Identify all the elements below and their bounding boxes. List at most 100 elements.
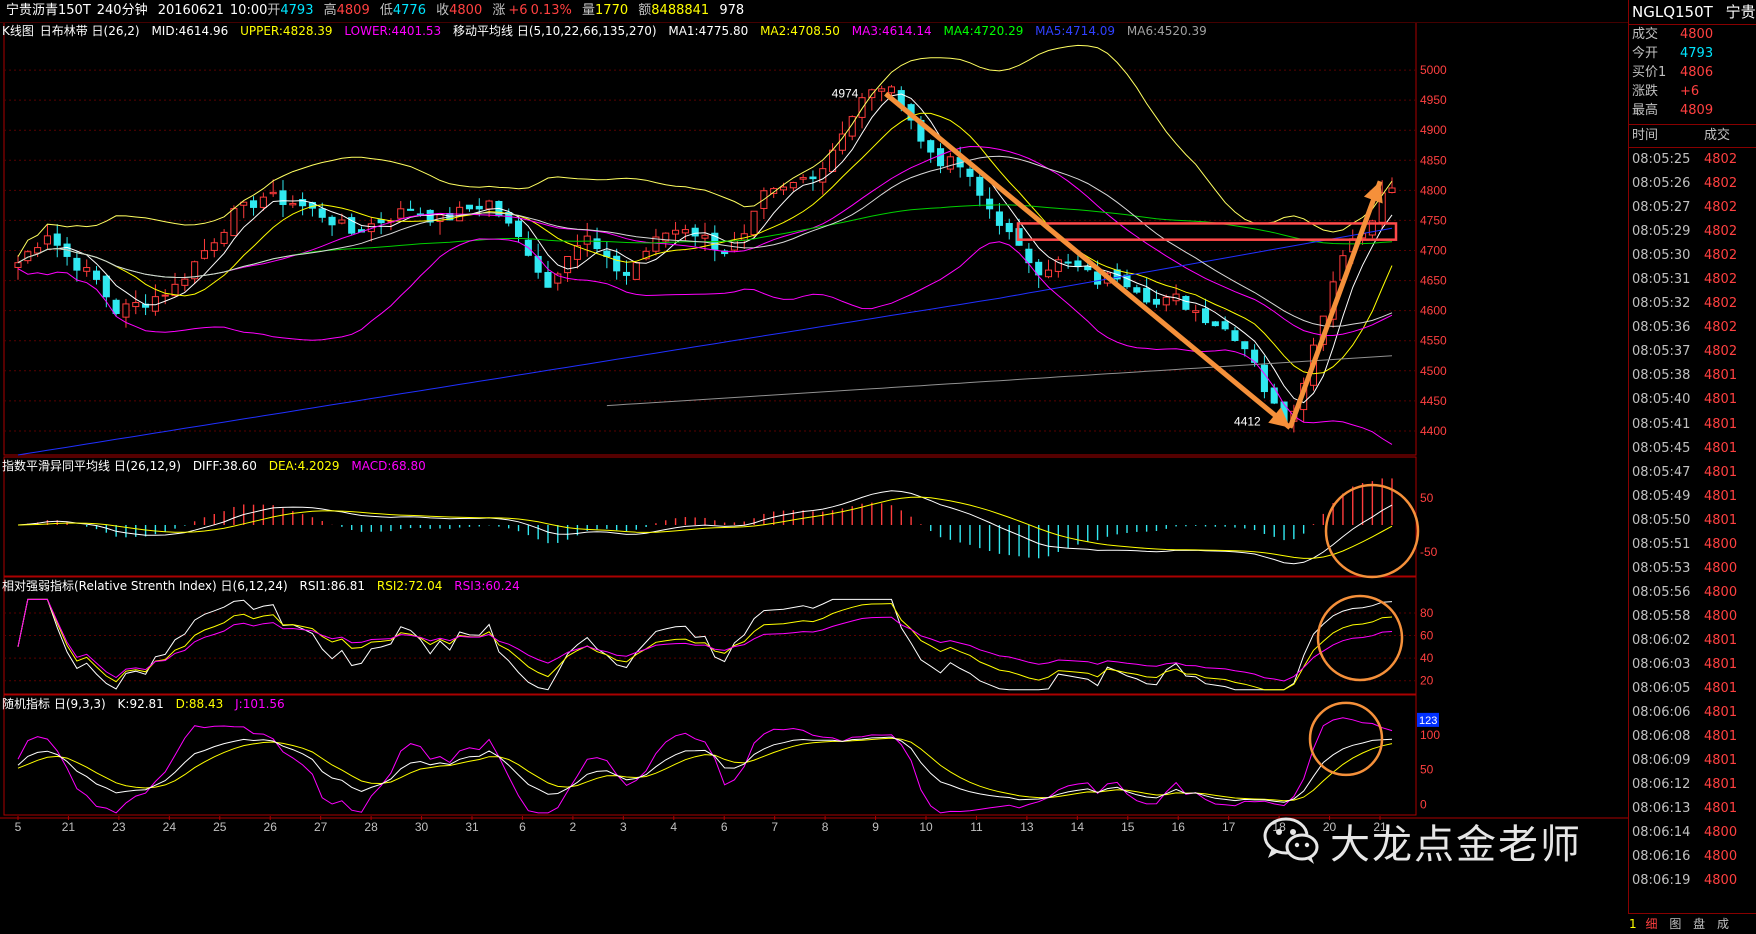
candle-body [868,89,876,99]
candle-body [770,188,778,194]
rsi-y-label: 80 [1420,606,1434,620]
x-tick-label: 17 [1222,820,1236,834]
tick-price: 4800 [1704,849,1738,865]
candle-body [946,156,954,170]
tick-time: 08:05:41 [1632,416,1691,432]
quote-row: 今开 4793 [1629,44,1756,63]
candle-body [475,205,483,210]
candle-body [1260,364,1268,393]
candle-body [1074,260,1082,267]
candle-body [632,262,640,280]
tick-price: 4802 [1704,344,1738,360]
candle-body [1044,269,1053,278]
x-axis-labels: 5 21 23 24 25 26 27 28 30 31 6 2 3 4 6 7 8 9 10 11 13 14 15 16 1… [15,816,1387,834]
date: 20160621 [157,3,224,18]
tick-row: 08:06:12 4801 [1629,773,1756,797]
tab-chart[interactable]: 图 [1669,917,1682,931]
candle-body [887,86,896,94]
peak-label: 4974 [832,87,859,101]
legend-ma1: MA1:4775.80 [668,24,749,38]
high-value: 4809 [336,3,370,18]
legend-d: D:88.43 [175,697,224,711]
contract-name: 宁贵 [1725,3,1756,21]
legend-ma2: MA2:4708.50 [760,24,840,38]
candle-body [1201,308,1210,324]
tick-time: 08:05:47 [1632,464,1691,480]
candle-body [1368,220,1376,236]
tick-price: 4802 [1704,152,1738,167]
x-tick-label: 30 [415,820,429,834]
x-tick-label: 5 [15,820,22,834]
tick-time: 08:05:37 [1632,344,1691,360]
tab-detail[interactable]: 细 [1645,917,1658,931]
candle-body [750,210,758,236]
candle-body [779,186,788,191]
macd-diff-line [17,490,1393,565]
candle-body [318,208,326,218]
candle-body [1005,222,1013,233]
tick-row: 08:05:47 4801 [1629,461,1756,485]
quote-row: 最高 4809 [1629,101,1756,120]
open-label: 开 [267,3,281,18]
candle-body [809,176,817,180]
kdj-highlight-circle [1308,701,1384,777]
tick-price: 4802 [1704,224,1738,240]
y-tick-label: 4400 [1420,424,1447,438]
change-value: +6 [508,3,528,18]
tick-time: 08:06:19 [1632,873,1691,889]
rsi-line [17,598,1393,691]
legend-dea: DEA:4.2029 [268,459,340,473]
tick-price: 4800 [1704,825,1738,841]
legend-ma3: MA3:4614.14 [851,24,932,38]
kdj-y-label: 50 [1420,763,1434,777]
candle-body [642,250,650,260]
quote-label: 买价1 [1632,65,1667,80]
tick-list[interactable]: 08:05:25 4802 08:05:26 4802 08:05:27 4802 08:0… [1629,148,1756,893]
time: 10:00 [229,3,268,18]
tick-time: 08:05:49 [1632,488,1691,504]
y-tick-label: 4600 [1420,304,1447,318]
candle-body [200,250,209,259]
kdj-j-line [17,717,1393,814]
legend-rsi3: RSI3:60.24 [454,579,520,593]
candle-body [838,133,846,151]
x-tick-label: 28 [364,820,378,834]
candle-body [927,140,935,153]
candle-body [34,247,42,254]
low-label: 低 [379,3,393,18]
candle-body [505,212,513,224]
candle-body [1064,261,1072,264]
down-arrow-head [1268,407,1291,428]
candle-body [377,219,385,224]
quote-row: 涨跌 +6 [1629,82,1756,101]
y-tick-label: 4850 [1420,153,1447,167]
legend-ma: 移动平均线 日(5,10,22,66,135,270) [453,24,657,38]
change-label: 涨 [492,3,506,18]
candle-body [348,217,356,234]
tab-trades[interactable]: 成 [1717,917,1730,931]
up-arrow [1287,180,1383,429]
tick-row: 08:06:06 4801 [1629,701,1756,725]
candle-body [161,294,169,297]
candle-body [1133,287,1141,293]
candle-body [995,211,1003,226]
candle-body [73,257,81,271]
candle-body [613,255,621,272]
legend-kline: K线图 [2,24,34,38]
tick-row: 08:06:13 4801 [1629,797,1756,821]
tick-price: 4800 [1704,608,1738,624]
boll-lower [17,238,1393,445]
legend-ma5: MA5:4714.09 [1035,24,1116,38]
tab-depth[interactable]: 盘 [1693,917,1706,931]
y-tick-label: 4750 [1420,213,1447,227]
down-arrow [884,91,1292,430]
tick-time: 08:05:31 [1632,272,1691,288]
legend-rsi1: RSI1:86.81 [299,579,366,593]
tick-time: 08:06:05 [1632,681,1691,697]
y-tick-label: 4500 [1420,364,1447,378]
tick-row: 08:05:51 4800 [1629,533,1756,557]
candle-body [1182,296,1190,310]
candle-body [1143,287,1151,303]
tick-time: 08:05:25 [1632,152,1691,167]
candle-body [210,242,218,251]
